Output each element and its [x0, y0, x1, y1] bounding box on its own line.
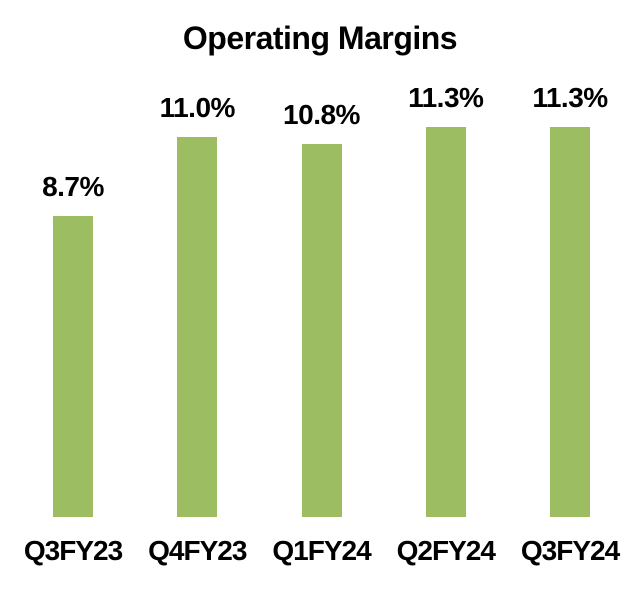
bar-q1fy24 — [301, 144, 342, 517]
x-axis-label: Q3FY24 — [520, 535, 620, 566]
bar-value-label: 8.7% — [42, 171, 104, 202]
bar-value-label: 11.3% — [532, 82, 608, 113]
chart-title: Operating Margins — [182, 20, 458, 56]
bar-value-label: 11.0% — [159, 92, 236, 123]
bar-q4fy23 — [177, 137, 218, 517]
x-axis-label: Q1FY24 — [272, 535, 371, 566]
bar-q3fy24 — [550, 127, 590, 517]
x-axis-label: Q4FY23 — [148, 535, 247, 566]
x-axis-label: Q3FY23 — [23, 535, 123, 566]
x-axis-label: Q2FY24 — [396, 535, 496, 566]
bar-value-label: 10.8% — [283, 99, 360, 130]
bar-q2fy24 — [425, 127, 466, 517]
bar-q3fy23 — [53, 216, 93, 517]
bar-value-label: 11.3% — [408, 82, 484, 113]
